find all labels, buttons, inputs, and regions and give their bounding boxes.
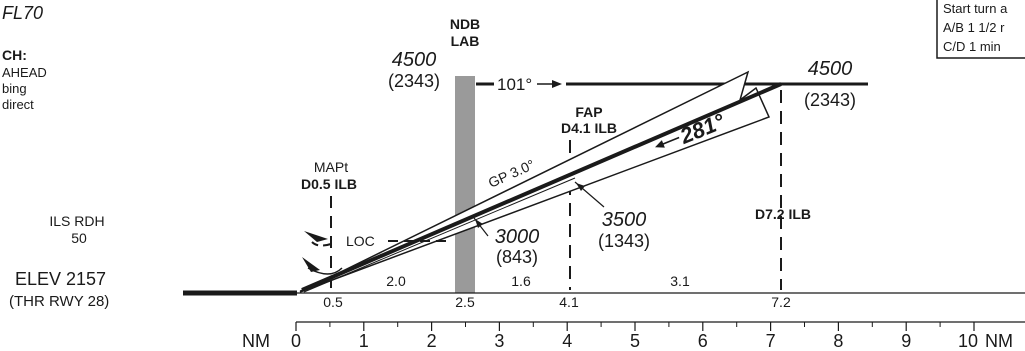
missed-approach-arrow-lower [302, 257, 320, 272]
fix-distance-d72: 7.2 [771, 294, 791, 310]
flight-level-label: FL70 [2, 3, 43, 23]
loc-thin-line [303, 177, 576, 293]
hold-note-line-3: C/D 1 min [943, 39, 1001, 54]
scale-ticks: 0 1 2 3 4 5 6 7 8 9 10 [291, 322, 978, 351]
left-altitude: 4500 [392, 49, 437, 71]
fap-fix: D4.1 ILB [561, 120, 617, 136]
ils-rdh-value: 50 [71, 230, 87, 246]
ndb-ident: LAB [451, 33, 480, 49]
scale-tick-label-7: 7 [766, 331, 776, 351]
scale-unit-right: NM [985, 331, 1013, 351]
scale-tick-label-1: 1 [359, 331, 369, 351]
final-course-arrow [660, 136, 680, 146]
gp-thin-line [299, 171, 576, 292]
left-height: (2343) [388, 71, 440, 91]
elevation-label: ELEV 2157 [15, 269, 106, 289]
loc-missed-curve [311, 241, 332, 247]
remark-line-2: bing [2, 81, 27, 96]
inbound-course-label: 101° [497, 75, 532, 94]
alt-3500-height: (1343) [598, 231, 650, 251]
segment-distance-2: 1.6 [511, 273, 531, 289]
threshold-label: (THR RWY 28) [9, 293, 109, 310]
alt-3500-arrowhead [576, 183, 585, 191]
scale-tick-label-4: 4 [562, 331, 572, 351]
fap-label: FAP [575, 104, 602, 120]
mapt-fix: D0.5 ILB [301, 176, 357, 192]
scale-tick-label-3: 3 [494, 331, 504, 351]
ndb-bar [455, 76, 475, 293]
hold-note-line-2: A/B 1 1/2 r [943, 20, 1005, 35]
fix-distance-ndb: 2.5 [455, 294, 475, 310]
scale-tick-label-0: 0 [291, 331, 301, 351]
alt-3000-arrowhead [475, 219, 483, 228]
alt-3500: 3500 [602, 209, 647, 231]
scale-unit-left: NM [242, 331, 270, 351]
fix-distance-mapt: 0.5 [323, 294, 343, 310]
hold-note-line-1: Start turn a [943, 1, 1008, 16]
mapt-label: MAPt [314, 159, 348, 175]
fix-distance-fap: 4.1 [559, 294, 579, 310]
right-altitude: 4500 [808, 58, 853, 80]
alt-3000: 3000 [495, 226, 540, 248]
inbound-arrowhead [552, 80, 562, 88]
segment-distance-1: 2.0 [386, 273, 406, 289]
scale-tick-label-8: 8 [833, 331, 843, 351]
final-course-wedge [299, 70, 771, 293]
right-height: (2343) [804, 90, 856, 110]
hold-note-box [936, 0, 1025, 59]
scale-tick-label-5: 5 [630, 331, 640, 351]
scale-tick-label-10: 10 [958, 331, 978, 351]
alt-3000-height: (843) [496, 247, 538, 267]
scale-tick-label-9: 9 [901, 331, 911, 351]
missed-approach-curve [307, 267, 343, 275]
d72-fix: D7.2 ILB [755, 206, 811, 222]
remark-line-1: AHEAD [2, 65, 47, 80]
remark-line-3: direct [2, 97, 34, 112]
ndb-label: NDB [450, 16, 480, 32]
final-course-arrowhead [655, 140, 665, 148]
approach-heading: CH: [2, 47, 27, 63]
scale-tick-label-2: 2 [427, 331, 437, 351]
missed-approach-arrow-upper [304, 231, 328, 242]
scale-tick-label-6: 6 [698, 331, 708, 351]
loc-label: LOC [346, 233, 375, 249]
segment-distance-3: 3.1 [670, 273, 690, 289]
ils-rdh-label: ILS RDH [49, 213, 104, 229]
